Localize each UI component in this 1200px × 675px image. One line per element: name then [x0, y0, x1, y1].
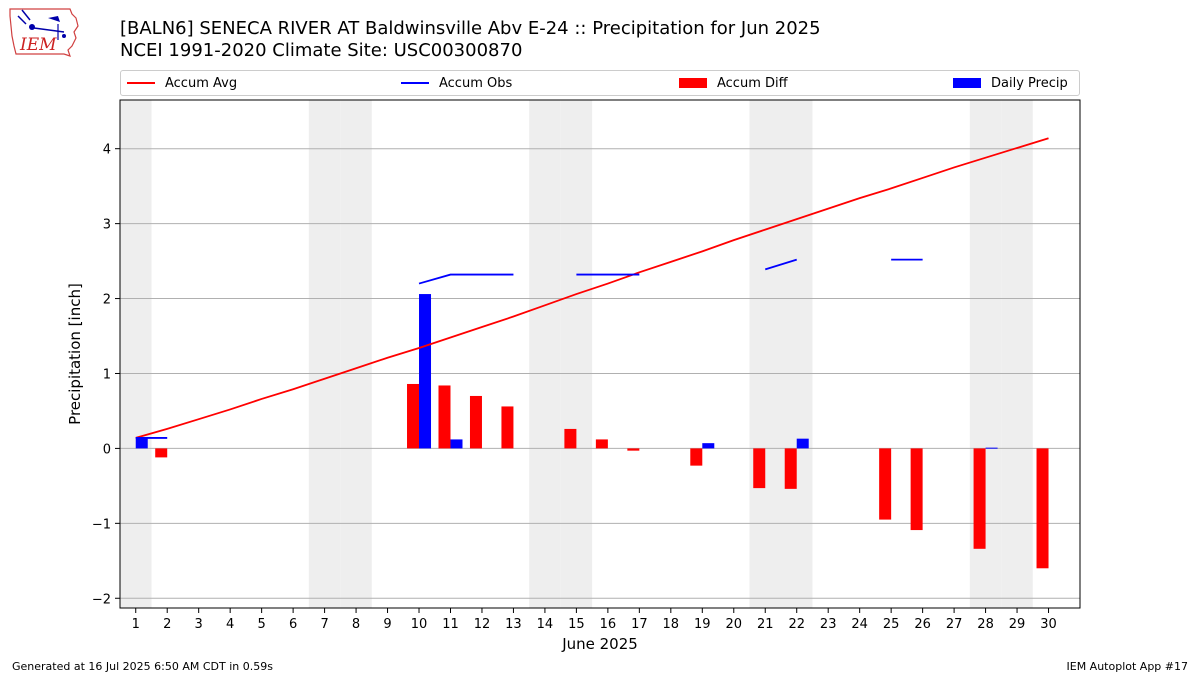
x-tick-label-30: 30	[1040, 617, 1057, 632]
daily-precip-bar-day-1	[135, 437, 148, 449]
x-tick-label-27: 27	[946, 617, 963, 632]
weekend-shade-day-7	[308, 100, 341, 608]
weekend-shading	[120, 100, 1033, 608]
accum-diff-bar-day-25	[879, 448, 892, 520]
footer-generated: Generated at 16 Jul 2025 6:50 AM CDT in …	[12, 660, 273, 673]
x-tick-label-17: 17	[631, 617, 648, 632]
x-tick-label-18: 18	[663, 617, 680, 632]
accum-avg-line	[135, 137, 1049, 439]
y-tick-label-0: 0	[103, 442, 111, 457]
legend-swatch-daily-precip	[953, 78, 981, 88]
x-tick-label-23: 23	[820, 617, 837, 632]
x-tick-label-29: 29	[1009, 617, 1026, 632]
legend-swatch-accum-avg	[127, 82, 155, 84]
accum-diff-bar-day-11	[438, 385, 451, 449]
logo-text: IEM	[19, 35, 57, 55]
weekend-shade-day-14	[529, 100, 561, 608]
legend-label-daily-precip: Daily Precip	[991, 75, 1068, 91]
daily-precip-bar-day-11	[450, 439, 463, 449]
legend-item-daily-precip: Daily Precip	[953, 71, 1068, 95]
accum-diff-bar-day-10	[407, 383, 420, 449]
x-tick-label-25: 25	[883, 617, 900, 632]
x-tick-label-5: 5	[257, 617, 265, 632]
x-axis-label: June 2025	[561, 635, 638, 653]
accum-diff-bar-day-2	[155, 448, 168, 458]
accum-diff-bar-day-30	[1036, 448, 1049, 569]
legend-label-accum-diff: Accum Diff	[717, 75, 788, 91]
x-tick-label-26: 26	[914, 617, 931, 632]
axis-ticks: 1 2 3 4 5 6 7 8 9 10 11 12 13 14 15 16 17 18 19 20 21 22 23 24 2…	[92, 143, 1057, 632]
accum-diff-bar-day-15	[564, 428, 577, 449]
x-tick-label-14: 14	[537, 617, 554, 632]
accum-diff-bar-day-26	[910, 448, 923, 531]
daily-precip-bar-day-22	[796, 438, 809, 449]
series-lines	[135, 137, 1049, 439]
accum-diff-bar-day-19	[690, 448, 703, 466]
weekend-shade-day-8	[340, 100, 372, 608]
weekend-shade-day-29	[1001, 100, 1033, 608]
x-tick-label-24: 24	[851, 617, 868, 632]
y-tick-label-3: 3	[103, 218, 111, 233]
x-tick-label-1: 1	[132, 617, 140, 632]
accum-diff-bar-day-28	[973, 448, 986, 549]
x-tick-label-22: 22	[788, 617, 805, 632]
x-tick-label-3: 3	[195, 617, 203, 632]
grid-lines	[120, 148, 1080, 599]
chart-title: [BALN6] SENECA RIVER AT Baldwinsville Ab…	[120, 18, 821, 39]
legend-item-accum-obs: Accum Obs	[401, 71, 512, 95]
y-axis-label: Precipitation [inch]	[66, 283, 84, 425]
plot-frame	[119, 99, 1081, 609]
iowa-outline-icon	[9, 8, 79, 57]
x-tick-label-12: 12	[474, 617, 491, 632]
bars	[135, 294, 1049, 569]
legend-item-accum-avg: Accum Avg	[127, 71, 237, 95]
accum-diff-bar-day-13	[501, 406, 514, 449]
accum-diff-bar-day-17	[627, 448, 640, 451]
x-tick-label-7: 7	[320, 617, 328, 632]
x-tick-label-28: 28	[977, 617, 994, 632]
x-tick-label-10: 10	[411, 617, 428, 632]
iem-logo: IEM	[9, 8, 79, 57]
x-tick-label-20: 20	[725, 617, 742, 632]
accum-diff-bar-day-22	[784, 448, 797, 489]
y-tick-label-2: 2	[103, 293, 111, 308]
accum-diff-bar-day-16	[595, 439, 608, 449]
accum-diff-bar-day-21	[753, 448, 766, 489]
x-tick-label-13: 13	[505, 617, 522, 632]
x-tick-label-16: 16	[600, 617, 617, 632]
legend-swatch-accum-obs	[401, 82, 429, 84]
weekend-shade-day-21	[749, 100, 781, 608]
x-tick-label-2: 2	[163, 617, 171, 632]
legend-item-accum-diff: Accum Diff	[679, 71, 788, 95]
x-tick-label-9: 9	[383, 617, 391, 632]
x-tick-label-15: 15	[568, 617, 585, 632]
x-tick-label-19: 19	[694, 617, 711, 632]
x-tick-label-4: 4	[226, 617, 234, 632]
y-tick-label--2: −2	[92, 592, 111, 607]
footer-app: IEM Autoplot App #17	[1066, 660, 1189, 673]
daily-precip-bar-day-10	[419, 294, 432, 449]
accum-obs-segment-4	[764, 258, 797, 271]
chart-legend: Accum Avg Accum Obs Accum Diff Daily Pre…	[120, 70, 1080, 96]
legend-swatch-accum-diff	[679, 78, 707, 88]
y-tick-label--1: −1	[92, 517, 111, 532]
chart-subtitle: NCEI 1991-2020 Climate Site: USC00300870	[120, 40, 523, 61]
weekend-shade-day-15	[560, 100, 593, 608]
daily-precip-bar-day-28	[985, 447, 998, 449]
daily-precip-bar-day-19	[702, 443, 715, 449]
legend-label-accum-obs: Accum Obs	[439, 75, 513, 91]
y-tick-label-1: 1	[103, 367, 111, 382]
weekend-shade-day-1	[120, 100, 152, 608]
y-tick-label-4: 4	[103, 143, 111, 158]
legend-label-accum-avg: Accum Avg	[165, 75, 238, 91]
x-tick-label-21: 21	[757, 617, 774, 632]
x-tick-label-8: 8	[352, 617, 360, 632]
accum-diff-bar-day-12	[469, 395, 482, 449]
x-tick-label-6: 6	[289, 617, 297, 632]
accum-obs-segment-2	[418, 273, 514, 285]
x-tick-label-11: 11	[442, 617, 459, 632]
weekend-shade-day-22	[780, 100, 813, 608]
